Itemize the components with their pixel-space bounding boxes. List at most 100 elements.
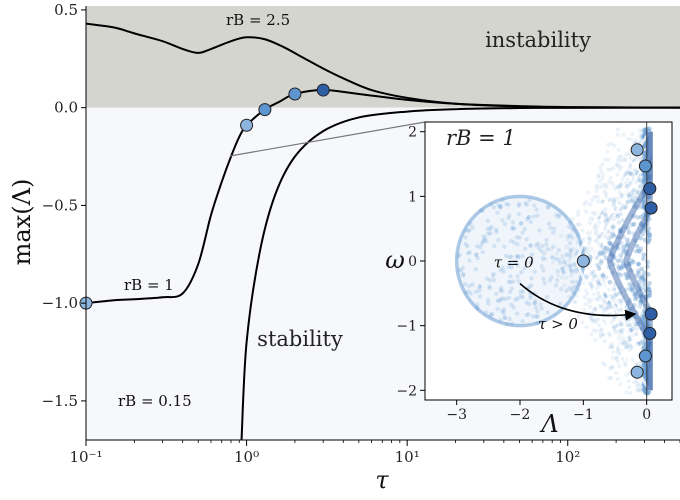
spectrum-point <box>609 242 615 247</box>
disk-point <box>460 265 466 270</box>
spectrum-point <box>615 377 620 382</box>
spectrum-point <box>609 243 615 249</box>
spectrum-point <box>616 147 621 152</box>
spectrum-point <box>628 171 633 176</box>
spectrum-point <box>619 264 624 270</box>
disk-point <box>467 258 472 263</box>
spectrum-point <box>639 326 645 332</box>
disk-point <box>520 295 525 300</box>
disk-point <box>474 252 479 257</box>
disk-point <box>498 268 503 273</box>
spectrum-band <box>606 131 653 391</box>
spectrum-point <box>627 297 633 303</box>
spectrum-point <box>642 171 647 177</box>
spectrum-point <box>634 137 639 142</box>
spectrum-point <box>574 280 579 285</box>
spectrum-point <box>615 132 620 137</box>
disk-point <box>548 225 553 231</box>
disk-point <box>515 274 520 279</box>
disk-point <box>486 231 491 236</box>
disk-point <box>556 214 561 219</box>
spectrum-point <box>621 157 627 162</box>
spectrum-point <box>638 228 644 234</box>
spectrum-point <box>642 128 647 134</box>
disk-point <box>461 272 466 278</box>
disk-point <box>483 310 489 315</box>
spectrum-point <box>632 168 637 173</box>
spectrum-point <box>646 272 651 277</box>
spectrum-point <box>647 174 653 180</box>
spectrum-point <box>549 247 554 252</box>
spectrum-point <box>609 344 615 349</box>
disk-point <box>573 284 578 289</box>
spectrum-point <box>620 356 625 361</box>
spectrum-point <box>615 258 621 264</box>
eigenvalue-marker-0 <box>576 254 590 268</box>
spectrum-point <box>584 275 590 280</box>
spectrum-point <box>610 355 615 360</box>
inset-y-tick-label: −1 <box>396 319 417 335</box>
spectrum-point <box>583 209 589 214</box>
spectrum-point <box>643 129 648 134</box>
inset-eigenvalue-cloud <box>454 122 654 400</box>
disk-point <box>477 283 483 289</box>
spectrum-point <box>620 250 626 255</box>
spectrum-point <box>621 224 627 229</box>
spectrum-point <box>607 240 612 246</box>
spectrum-point <box>588 237 593 243</box>
spectrum-point <box>630 197 635 203</box>
spectrum-point <box>612 199 617 205</box>
spectrum-point <box>618 240 624 246</box>
spectrum-point <box>606 216 611 221</box>
spectrum-point <box>575 279 581 285</box>
spectrum-point <box>643 320 649 326</box>
spectrum-point <box>638 340 644 346</box>
spectrum-point <box>642 370 648 376</box>
spectrum-point <box>618 272 624 278</box>
spectrum-point <box>635 362 640 367</box>
spectrum-point <box>602 299 607 305</box>
spectrum-point <box>641 176 647 181</box>
disk-point <box>568 268 574 273</box>
rb1-marker-2 <box>258 103 272 117</box>
disk-point <box>545 246 550 252</box>
spectrum-point <box>641 343 647 349</box>
spectrum-point <box>606 235 612 241</box>
disk-point <box>475 306 480 311</box>
spectrum-point <box>637 198 642 203</box>
disk-point <box>539 306 545 311</box>
spectrum-point <box>611 295 616 301</box>
spectrum-point <box>590 197 595 202</box>
disk-point <box>516 203 521 208</box>
spectrum-point <box>633 238 638 243</box>
spectrum-point <box>589 246 594 252</box>
disk-point <box>516 211 521 217</box>
x-tick-label: 10² <box>555 448 580 466</box>
disk-point <box>507 289 513 295</box>
spectrum-point <box>625 225 631 231</box>
disk-point <box>465 243 470 249</box>
disk-point <box>570 226 575 231</box>
disk-point <box>507 316 512 322</box>
disk-point <box>539 264 544 269</box>
spectrum-point <box>627 193 632 199</box>
inset-y-tick-label: 0 <box>408 254 417 270</box>
spectrum-point <box>607 240 612 246</box>
disk-point <box>506 216 511 221</box>
spectrum-point <box>616 263 621 269</box>
spectrum-point <box>565 237 570 242</box>
spectrum-point <box>585 190 590 195</box>
disk-point <box>573 267 578 272</box>
spectrum-point <box>647 232 653 238</box>
disk-point <box>503 296 508 302</box>
disk-point <box>507 213 512 218</box>
spectrum-point <box>638 298 644 304</box>
spectrum-point <box>623 157 629 163</box>
disk-point <box>485 226 490 232</box>
disk-point <box>476 288 482 293</box>
disk-point <box>528 283 534 288</box>
disk-point <box>513 259 518 265</box>
disk-point <box>511 240 517 245</box>
spectrum-point <box>603 207 608 212</box>
spectrum-point <box>646 173 651 179</box>
